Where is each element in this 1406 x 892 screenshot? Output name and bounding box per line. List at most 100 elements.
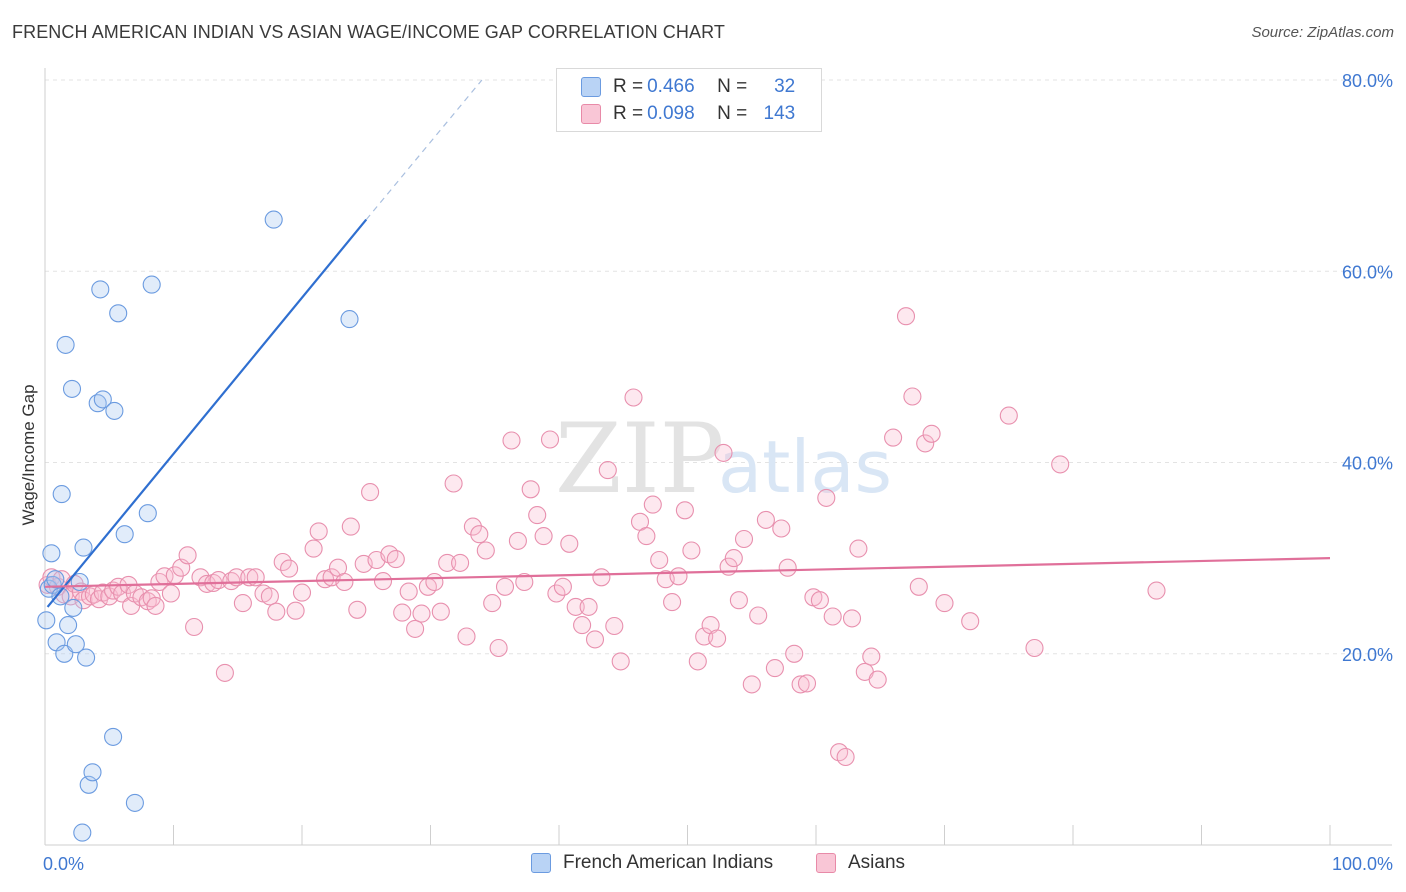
point-asians — [161, 584, 180, 603]
point-asians — [451, 553, 470, 572]
n-label: N = — [717, 76, 748, 97]
point-french-american-indians — [73, 823, 92, 842]
point-asians — [637, 527, 656, 546]
point-french-american-indians — [62, 379, 82, 398]
legend-swatch-pink — [581, 104, 601, 124]
legend-item-french-american-indians[interactable]: French American Indians — [531, 852, 773, 874]
legend-row-french-american-indians: R = 0.466 N = 32 — [581, 74, 795, 100]
point-asians — [566, 597, 585, 616]
point-french-american-indians — [56, 335, 75, 354]
point-asians — [663, 593, 682, 612]
point-asians — [476, 541, 495, 560]
point-asians — [386, 550, 405, 569]
x-tick-label: 0.0% — [43, 854, 84, 874]
point-french-american-indians — [125, 793, 144, 812]
point-asians — [1051, 455, 1070, 474]
point-asians — [431, 602, 450, 621]
point-asians — [280, 559, 299, 578]
point-asians — [286, 601, 305, 620]
point-asians — [553, 577, 572, 596]
point-french-american-indians — [52, 485, 71, 504]
point-asians — [540, 430, 560, 449]
point-asians — [749, 606, 768, 625]
legend-label: French American Indians — [563, 852, 774, 873]
point-asians — [605, 616, 624, 636]
point-asians — [209, 571, 228, 590]
point-asians — [961, 612, 980, 631]
point-asians — [935, 594, 954, 613]
point-asians — [233, 594, 252, 613]
point-asians — [489, 638, 508, 658]
point-french-american-indians — [66, 635, 85, 654]
point-asians — [836, 747, 855, 767]
point-asians — [791, 675, 810, 694]
point-asians — [515, 572, 534, 592]
point-asians — [624, 388, 643, 407]
point-asians — [560, 534, 579, 553]
point-asians — [502, 431, 521, 450]
point-asians — [260, 587, 279, 606]
n-value: 32 — [774, 76, 796, 97]
point-asians — [425, 572, 444, 592]
point-french-american-indians — [51, 587, 70, 606]
x-tick-label: 100.0% — [1332, 854, 1393, 874]
point-asians — [528, 506, 547, 525]
point-asians — [896, 307, 916, 326]
point-asians — [675, 501, 694, 520]
point-asians — [756, 510, 775, 529]
point-asians — [999, 406, 1018, 425]
point-asians — [650, 550, 669, 570]
point-asians — [292, 583, 312, 602]
point-french-american-indians — [59, 616, 78, 635]
point-asians — [810, 591, 829, 610]
point-asians — [862, 647, 881, 666]
point-asians — [682, 541, 701, 560]
point-asians — [734, 529, 754, 549]
y-tick-label: 20.0% — [1342, 645, 1393, 665]
point-asians — [585, 630, 605, 649]
legend-item-asians[interactable]: Asians — [816, 852, 905, 874]
point-asians — [643, 495, 662, 514]
legend-label: Asians — [848, 852, 906, 873]
point-asians — [922, 424, 941, 443]
point-asians — [457, 627, 476, 646]
point-asians — [406, 619, 425, 638]
point-asians — [884, 428, 903, 447]
trend-extension-french-american-indians — [365, 79, 483, 220]
point-asians — [483, 594, 502, 613]
point-asians — [146, 596, 165, 615]
watermark-atlas: atlas — [718, 425, 892, 509]
point-french-american-indians — [83, 763, 102, 782]
point-asians — [267, 602, 286, 621]
point-asians — [765, 659, 784, 678]
point-asians — [438, 553, 457, 572]
points-layer — [37, 210, 1166, 842]
point-asians — [772, 519, 791, 538]
point-asians — [823, 607, 842, 626]
point-asians — [849, 539, 868, 558]
point-asians — [316, 570, 335, 589]
point-french-american-indians — [77, 648, 96, 667]
point-asians — [842, 609, 862, 628]
y-tick-label: 80.0% — [1342, 71, 1393, 91]
point-asians — [611, 652, 630, 671]
point-asians — [598, 461, 617, 480]
point-asians — [909, 577, 928, 596]
point-asians — [150, 572, 169, 592]
point-asians — [399, 582, 418, 601]
point-asians — [495, 577, 515, 596]
point-french-american-indians — [93, 390, 112, 409]
point-french-american-indians — [42, 544, 61, 563]
point-french-american-indians — [74, 538, 93, 557]
point-asians — [463, 517, 482, 536]
n-label: N = — [717, 103, 748, 124]
point-asians — [273, 552, 292, 572]
point-french-american-indians — [91, 280, 110, 299]
legend-row-asians: R = 0.098 N = 143 — [581, 101, 795, 127]
point-french-american-indians — [109, 304, 128, 323]
point-asians — [903, 387, 922, 406]
r-label: R = — [613, 103, 644, 124]
point-asians — [817, 488, 836, 507]
point-asians — [215, 663, 234, 682]
